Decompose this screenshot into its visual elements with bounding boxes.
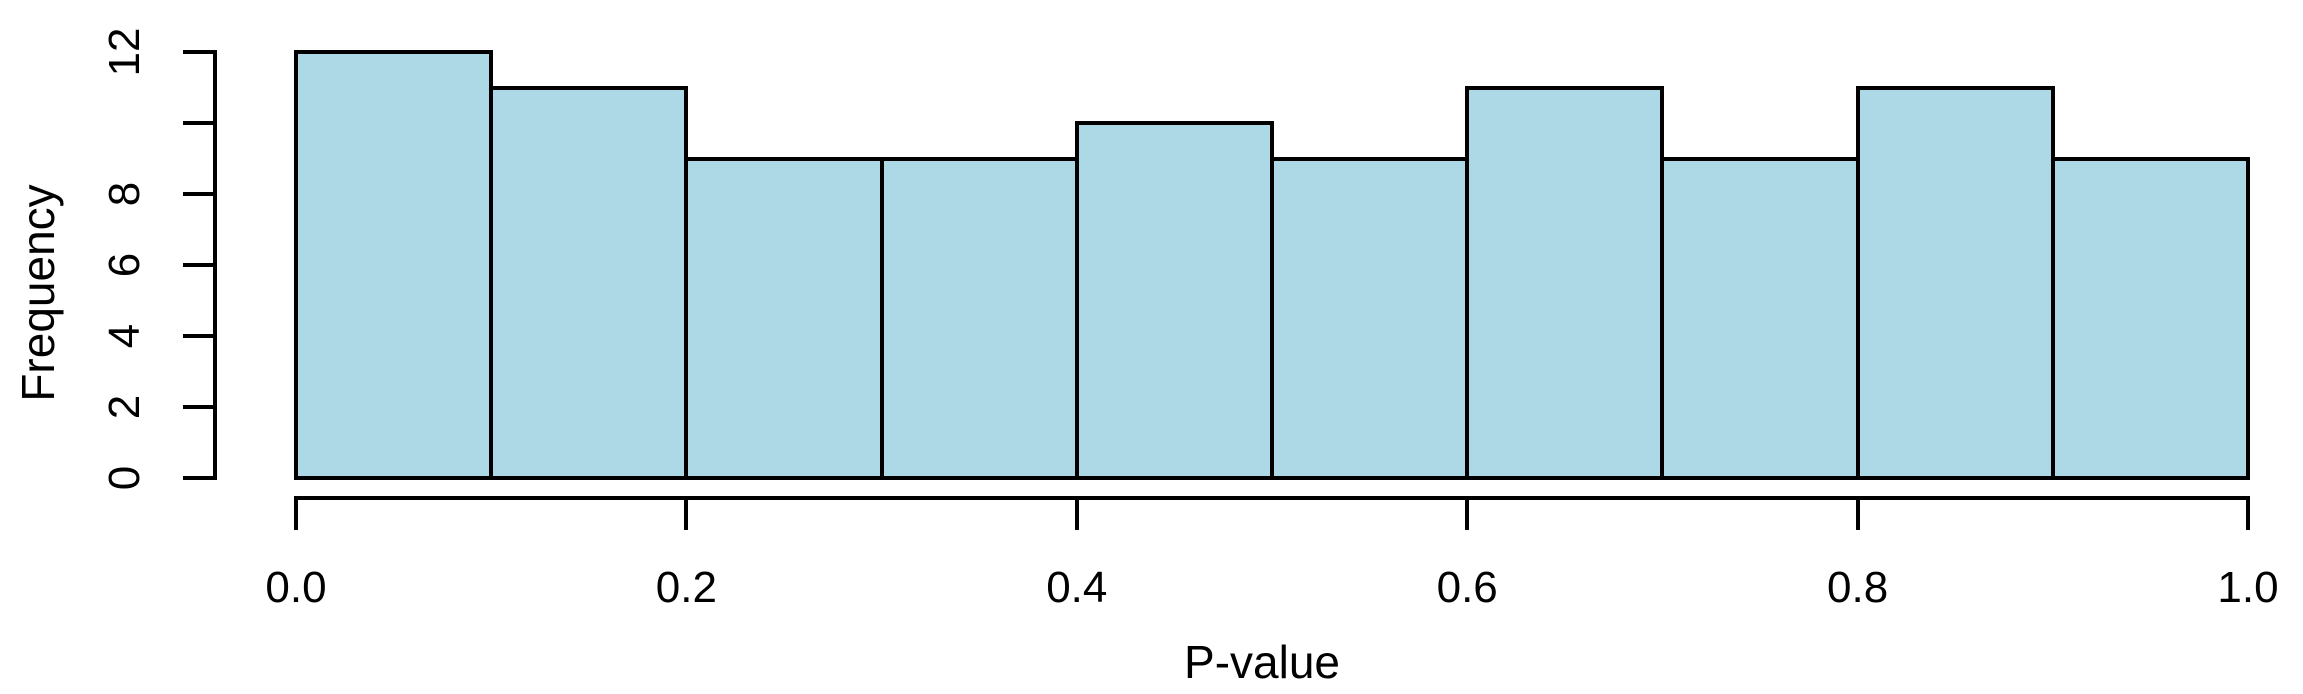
y-tick-label: 8 (100, 181, 149, 207)
y-tick-mark (183, 121, 213, 125)
histogram-bar (1855, 85, 2055, 480)
y-tick-label: 2 (100, 394, 149, 420)
histogram-bar (1270, 156, 1470, 480)
y-tick-mark (183, 405, 213, 409)
histogram-bar (489, 85, 689, 480)
x-tick-label: 1.0 (2217, 563, 2279, 612)
x-tick-mark (2246, 500, 2250, 530)
x-tick-label: 0.0 (265, 563, 327, 612)
y-tick-mark (183, 476, 213, 480)
y-tick-mark (183, 263, 213, 267)
x-axis-line (294, 496, 2250, 500)
y-tick-label: 12 (100, 27, 149, 77)
histogram-bar (294, 50, 494, 480)
y-tick-mark (183, 334, 213, 338)
x-tick-label: 0.2 (655, 563, 717, 612)
x-axis-title: P-value (1184, 636, 1340, 688)
x-tick-label: 0.8 (1827, 563, 1889, 612)
histogram-bar (1660, 156, 1860, 480)
histogram-bar (879, 156, 1079, 480)
x-tick-mark (1855, 500, 1860, 530)
x-tick-mark (1465, 500, 1470, 530)
histogram-bar (1465, 85, 1665, 480)
histogram-bar (2050, 156, 2250, 480)
y-tick-mark (183, 50, 213, 54)
x-tick-mark (1074, 500, 1079, 530)
x-tick-mark (294, 500, 298, 530)
y-tick-label: 0 (100, 465, 149, 491)
y-axis-line (213, 50, 217, 480)
x-tick-label: 0.6 (1436, 563, 1498, 612)
y-tick-label: 6 (100, 252, 149, 278)
y-tick-mark (183, 192, 213, 196)
histogram-bar (1074, 121, 1274, 480)
histogram-bar (684, 156, 884, 480)
x-tick-mark (684, 500, 689, 530)
y-tick-label: 4 (100, 323, 149, 349)
y-axis-title: Frequency (12, 184, 64, 402)
x-tick-label: 0.4 (1046, 563, 1108, 612)
